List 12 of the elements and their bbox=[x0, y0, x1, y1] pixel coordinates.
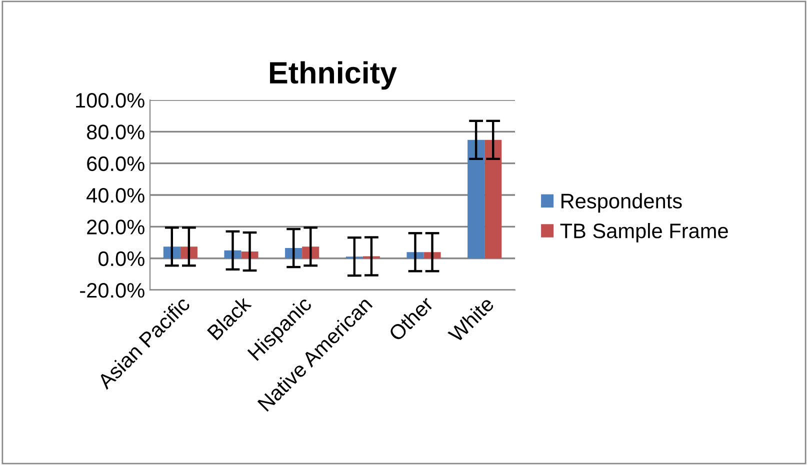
y-tick-label: 60.0% bbox=[87, 156, 144, 172]
legend-label: TB Sample Frame bbox=[560, 223, 728, 242]
y-tick-label: 0.0% bbox=[98, 251, 144, 266]
y-tick-label: 40.0% bbox=[86, 188, 144, 203]
y-tick-label: 100.0% bbox=[76, 93, 144, 108]
chart-title: Ethnicity bbox=[270, 61, 397, 90]
bar bbox=[468, 140, 485, 258]
y-tick-label: 80.0% bbox=[86, 124, 144, 140]
legend-label: Respondents bbox=[562, 193, 682, 213]
y-tick-label: 20.0% bbox=[87, 220, 144, 234]
y-tick-label: -20.0% bbox=[80, 283, 144, 298]
bar bbox=[484, 140, 502, 258]
